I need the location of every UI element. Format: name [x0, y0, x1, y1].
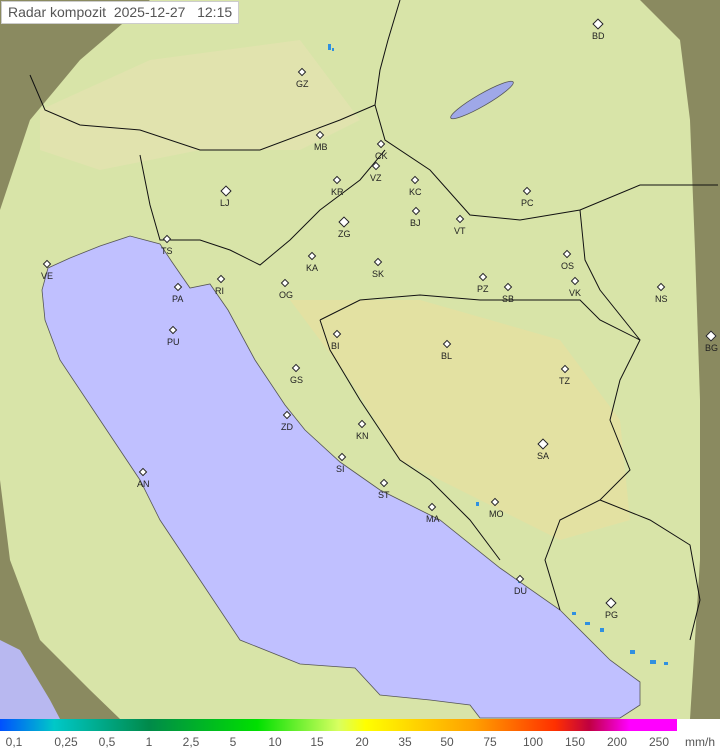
- city-label: OS: [561, 261, 575, 271]
- city-label: MO: [489, 509, 504, 519]
- city-label: VZ: [370, 173, 382, 183]
- city-label: ZG: [338, 229, 351, 239]
- city-label: BG: [705, 343, 719, 353]
- city-label: TS: [161, 246, 173, 256]
- city-label: VK: [569, 288, 582, 298]
- city-label: PG: [605, 610, 619, 620]
- city-label: GZ: [296, 79, 309, 89]
- city-label: LJ: [220, 198, 230, 208]
- city-label: GS: [290, 375, 304, 385]
- legend-label: 15: [310, 735, 324, 749]
- city-label: SK: [372, 269, 385, 279]
- legend-label: 35: [398, 735, 412, 749]
- coverage-alps: [40, 40, 360, 170]
- legend-label: 50: [440, 735, 454, 749]
- city-label: PZ: [477, 284, 489, 294]
- city-label: SA: [537, 451, 550, 461]
- legend-label: 2,5: [182, 735, 200, 749]
- city-label: KC: [409, 187, 422, 197]
- legend-label: 20: [355, 735, 369, 749]
- city-label: OG: [279, 290, 294, 300]
- legend-label: 10: [268, 735, 282, 749]
- city-label: PC: [521, 198, 534, 208]
- city-label: VT: [454, 226, 466, 236]
- legend-labels: 0,1 0,25 0,5 1 2,5 5 10 15 20 35 50 75 1…: [0, 733, 720, 751]
- coverage-highlands: [290, 300, 630, 540]
- legend-label: 250: [648, 735, 670, 749]
- city-label: SB: [502, 294, 515, 304]
- legend-label: 0,1: [5, 735, 23, 749]
- city-label: DU: [514, 586, 527, 596]
- legend-unit: mm/h: [685, 735, 715, 749]
- country-borders: [29, 0, 718, 641]
- city-label: RI: [215, 286, 224, 296]
- legend-label: 150: [564, 735, 586, 749]
- adriatic-sea: [41, 235, 641, 719]
- lake-balaton: [450, 80, 514, 120]
- city-label: PU: [167, 337, 180, 347]
- city-label: PA: [172, 294, 184, 304]
- city-label: BL: [441, 351, 453, 361]
- city-label: BJ: [410, 218, 421, 228]
- city-label: ST: [378, 490, 390, 500]
- tyrrhenian-sea: [0, 640, 60, 719]
- legend-label: 5: [229, 735, 237, 749]
- city-label: KA: [306, 263, 319, 273]
- city-label: AN: [137, 479, 150, 489]
- precipitation-color-scale: [0, 719, 677, 731]
- legend-label: 75: [483, 735, 497, 749]
- city-label: KN: [356, 431, 369, 441]
- radar-title: Radar kompozit 2025-12-27 12:15: [1, 1, 240, 24]
- legend-label: 100: [522, 735, 544, 749]
- legend-label: 0,5: [98, 735, 116, 749]
- city-label: MA: [426, 514, 440, 524]
- city-label: NS: [655, 294, 668, 304]
- legend-label: 0,25: [54, 735, 78, 749]
- city-label: SI: [336, 464, 345, 474]
- legend-label: 1: [145, 735, 153, 749]
- city-label: BD: [592, 31, 605, 41]
- city-label: VE: [41, 271, 54, 281]
- city-label: KR: [331, 187, 344, 197]
- city-label: TZ: [559, 376, 570, 386]
- map-canvas[interactable]: [0, 0, 720, 719]
- city-label: CK: [375, 151, 388, 161]
- legend-label: 200: [606, 735, 628, 749]
- city-label: BI: [331, 341, 340, 351]
- city-label: MB: [314, 142, 328, 152]
- city-label: ZD: [281, 422, 293, 432]
